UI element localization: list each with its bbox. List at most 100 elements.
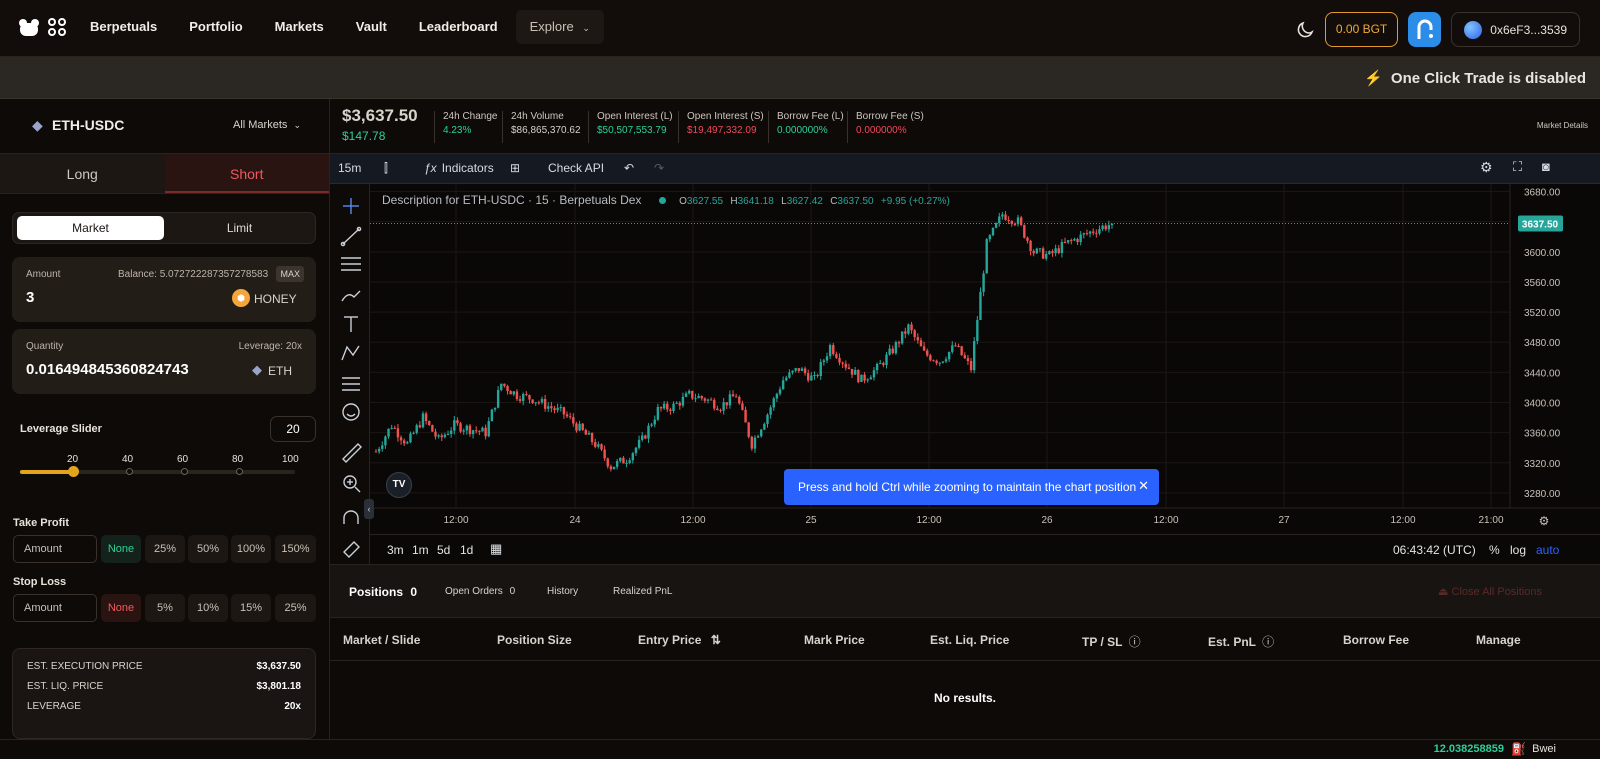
indicators-button[interactable]: ƒx Indicators — [424, 161, 494, 175]
fullscreen-icon[interactable]: ⛶ — [1513, 159, 1523, 174]
candle-body — [672, 403, 675, 412]
candle-body — [803, 368, 807, 374]
tab-label: Positions — [349, 585, 404, 599]
emoji-icon[interactable] — [342, 403, 360, 421]
text-tool-icon[interactable] — [344, 316, 358, 332]
calendar-icon[interactable]: ▦ — [490, 541, 503, 556]
measure-lines-icon[interactable] — [342, 377, 360, 391]
all-markets-dropdown[interactable]: All Markets ⌄ — [233, 119, 301, 131]
candle-type-icon[interactable]: ⫿ — [384, 161, 388, 175]
range-3m[interactable]: 3m — [387, 543, 404, 557]
candle-body — [781, 380, 785, 390]
stop-loss-input[interactable]: Amount — [13, 594, 97, 622]
magnet-icon[interactable] — [343, 510, 359, 524]
sl-15[interactable]: 15% — [231, 594, 271, 622]
axis-settings-icon[interactable]: ⚙ — [1539, 514, 1550, 528]
layout-grid-icon[interactable]: ⊞ — [510, 161, 521, 175]
info-icon[interactable]: ⓘ — [1262, 635, 1275, 649]
check-api-button[interactable]: Check API — [548, 161, 605, 175]
tp-100[interactable]: 100% — [231, 535, 271, 563]
tp-50[interactable]: 50% — [188, 535, 228, 563]
horizontal-lines-icon[interactable] — [341, 257, 361, 271]
market-order-button[interactable]: Market — [17, 216, 164, 240]
pattern-icon[interactable] — [341, 345, 360, 361]
stat-oi-long: Open Interest (L) $50,507,553.79 — [588, 111, 673, 143]
max-button[interactable]: MAX — [276, 266, 304, 282]
camera-icon[interactable]: ◙ — [1542, 159, 1550, 174]
settings-gear-icon[interactable]: ⚙ — [1480, 159, 1493, 175]
zoom-toast: Press and hold Ctrl while zooming to mai… — [784, 469, 1159, 505]
amount-input[interactable] — [26, 289, 176, 306]
sl-25[interactable]: 25% — [275, 594, 316, 622]
price-chart[interactable]: 3280.00 3320.00 3360.00 3400.00 3440.00 3480.… — [364, 184, 1600, 564]
candle-body — [728, 394, 732, 406]
range-1m[interactable]: 1m — [412, 543, 429, 557]
crosshair-icon[interactable] — [343, 198, 359, 214]
nav-berpetuals[interactable]: Berpetuals — [90, 19, 158, 34]
range-1d[interactable]: 1d — [460, 543, 474, 557]
app-logo[interactable] — [18, 16, 68, 38]
brush-icon[interactable] — [341, 290, 361, 302]
zoom-in-icon[interactable] — [343, 475, 361, 493]
close-all-positions-button[interactable]: ⏏ Close All Positions — [1438, 585, 1542, 598]
leverage-input[interactable]: 20 — [270, 416, 316, 442]
log-toggle[interactable]: log — [1510, 543, 1527, 557]
y-tick-label: 3520.00 — [1524, 308, 1561, 319]
sl-10[interactable]: 10% — [188, 594, 228, 622]
bgt-balance-button[interactable]: 0.00 BGT — [1324, 12, 1399, 47]
candle-body — [853, 369, 857, 375]
tab-positions[interactable]: Positions 0 — [349, 585, 417, 599]
nav-leaderboard[interactable]: Leaderboard — [418, 19, 498, 34]
lock-draw-icon[interactable] — [343, 541, 360, 558]
wallet-button[interactable]: 0x6eF3...3539 — [1451, 12, 1580, 47]
leverage-slider-label: Leverage Slider — [20, 423, 102, 435]
candle-body — [396, 428, 400, 438]
quantity-token: ETH — [268, 364, 292, 378]
sl-5[interactable]: 5% — [145, 594, 185, 622]
tab-history[interactable]: History — [547, 586, 579, 597]
tab-realized-pnl[interactable]: Realized PnL — [613, 586, 673, 597]
interval-button[interactable]: 15m — [338, 161, 362, 175]
trendline-icon[interactable] — [340, 226, 362, 247]
faucet-button[interactable] — [1408, 12, 1442, 47]
slider-handle[interactable] — [68, 466, 79, 477]
tp-150[interactable]: 150% — [275, 535, 316, 563]
candle-body — [406, 442, 409, 444]
ruler-icon[interactable] — [342, 443, 362, 463]
short-tab[interactable]: Short — [164, 154, 329, 193]
tradingview-logo[interactable]: TV — [386, 472, 412, 498]
redo-icon[interactable]: ↷ — [654, 161, 665, 175]
leverage-slider[interactable]: 20 40 60 80 100 — [20, 449, 299, 479]
market-header: ◆ ETH-USDC All Markets ⌄ — [0, 99, 329, 154]
sl-none[interactable]: None — [101, 594, 141, 622]
info-icon[interactable]: ⓘ — [1128, 635, 1141, 649]
take-profit-input[interactable]: Amount — [13, 535, 97, 563]
candle-body — [619, 457, 622, 461]
utc-clock[interactable]: 06:43:42 (UTC) — [1393, 543, 1476, 557]
close-icon[interactable]: ✕ — [1138, 478, 1149, 493]
candle-body — [988, 235, 992, 240]
col-entry-price[interactable]: Entry Price ⇅ — [638, 633, 721, 647]
tp-25[interactable]: 25% — [145, 535, 185, 563]
moon-icon[interactable] — [1295, 20, 1315, 40]
undo-icon[interactable]: ↶ — [624, 161, 635, 175]
nav-markets[interactable]: Markets — [274, 19, 324, 34]
market-details-link[interactable]: Market Details — [1536, 121, 1588, 130]
auto-toggle[interactable]: auto — [1536, 543, 1560, 557]
collapse-sidebar-handle[interactable]: ‹ — [364, 499, 374, 519]
slider-stop — [181, 468, 188, 475]
tab-open-orders[interactable]: Open Orders 0 — [445, 586, 515, 597]
nav-portfolio[interactable]: Portfolio — [189, 19, 243, 34]
long-tab[interactable]: Long — [0, 154, 165, 193]
nav-explore-dropdown[interactable]: Explore ⌄ — [515, 10, 604, 44]
range-5d[interactable]: 5d — [437, 543, 451, 557]
percent-toggle[interactable]: % — [1489, 543, 1500, 557]
amount-token: HONEY — [254, 292, 297, 306]
candlestick-chart[interactable]: 3280.00 3320.00 3360.00 3400.00 3440.00 3480.… — [370, 184, 1600, 564]
tp-none[interactable]: None — [101, 535, 141, 563]
candle-body — [669, 409, 672, 412]
candle-body — [553, 408, 556, 411]
limit-order-button[interactable]: Limit — [226, 221, 253, 235]
nav-vault[interactable]: Vault — [355, 19, 387, 34]
quantity-value[interactable]: 0.016494845360824743 — [26, 361, 189, 378]
